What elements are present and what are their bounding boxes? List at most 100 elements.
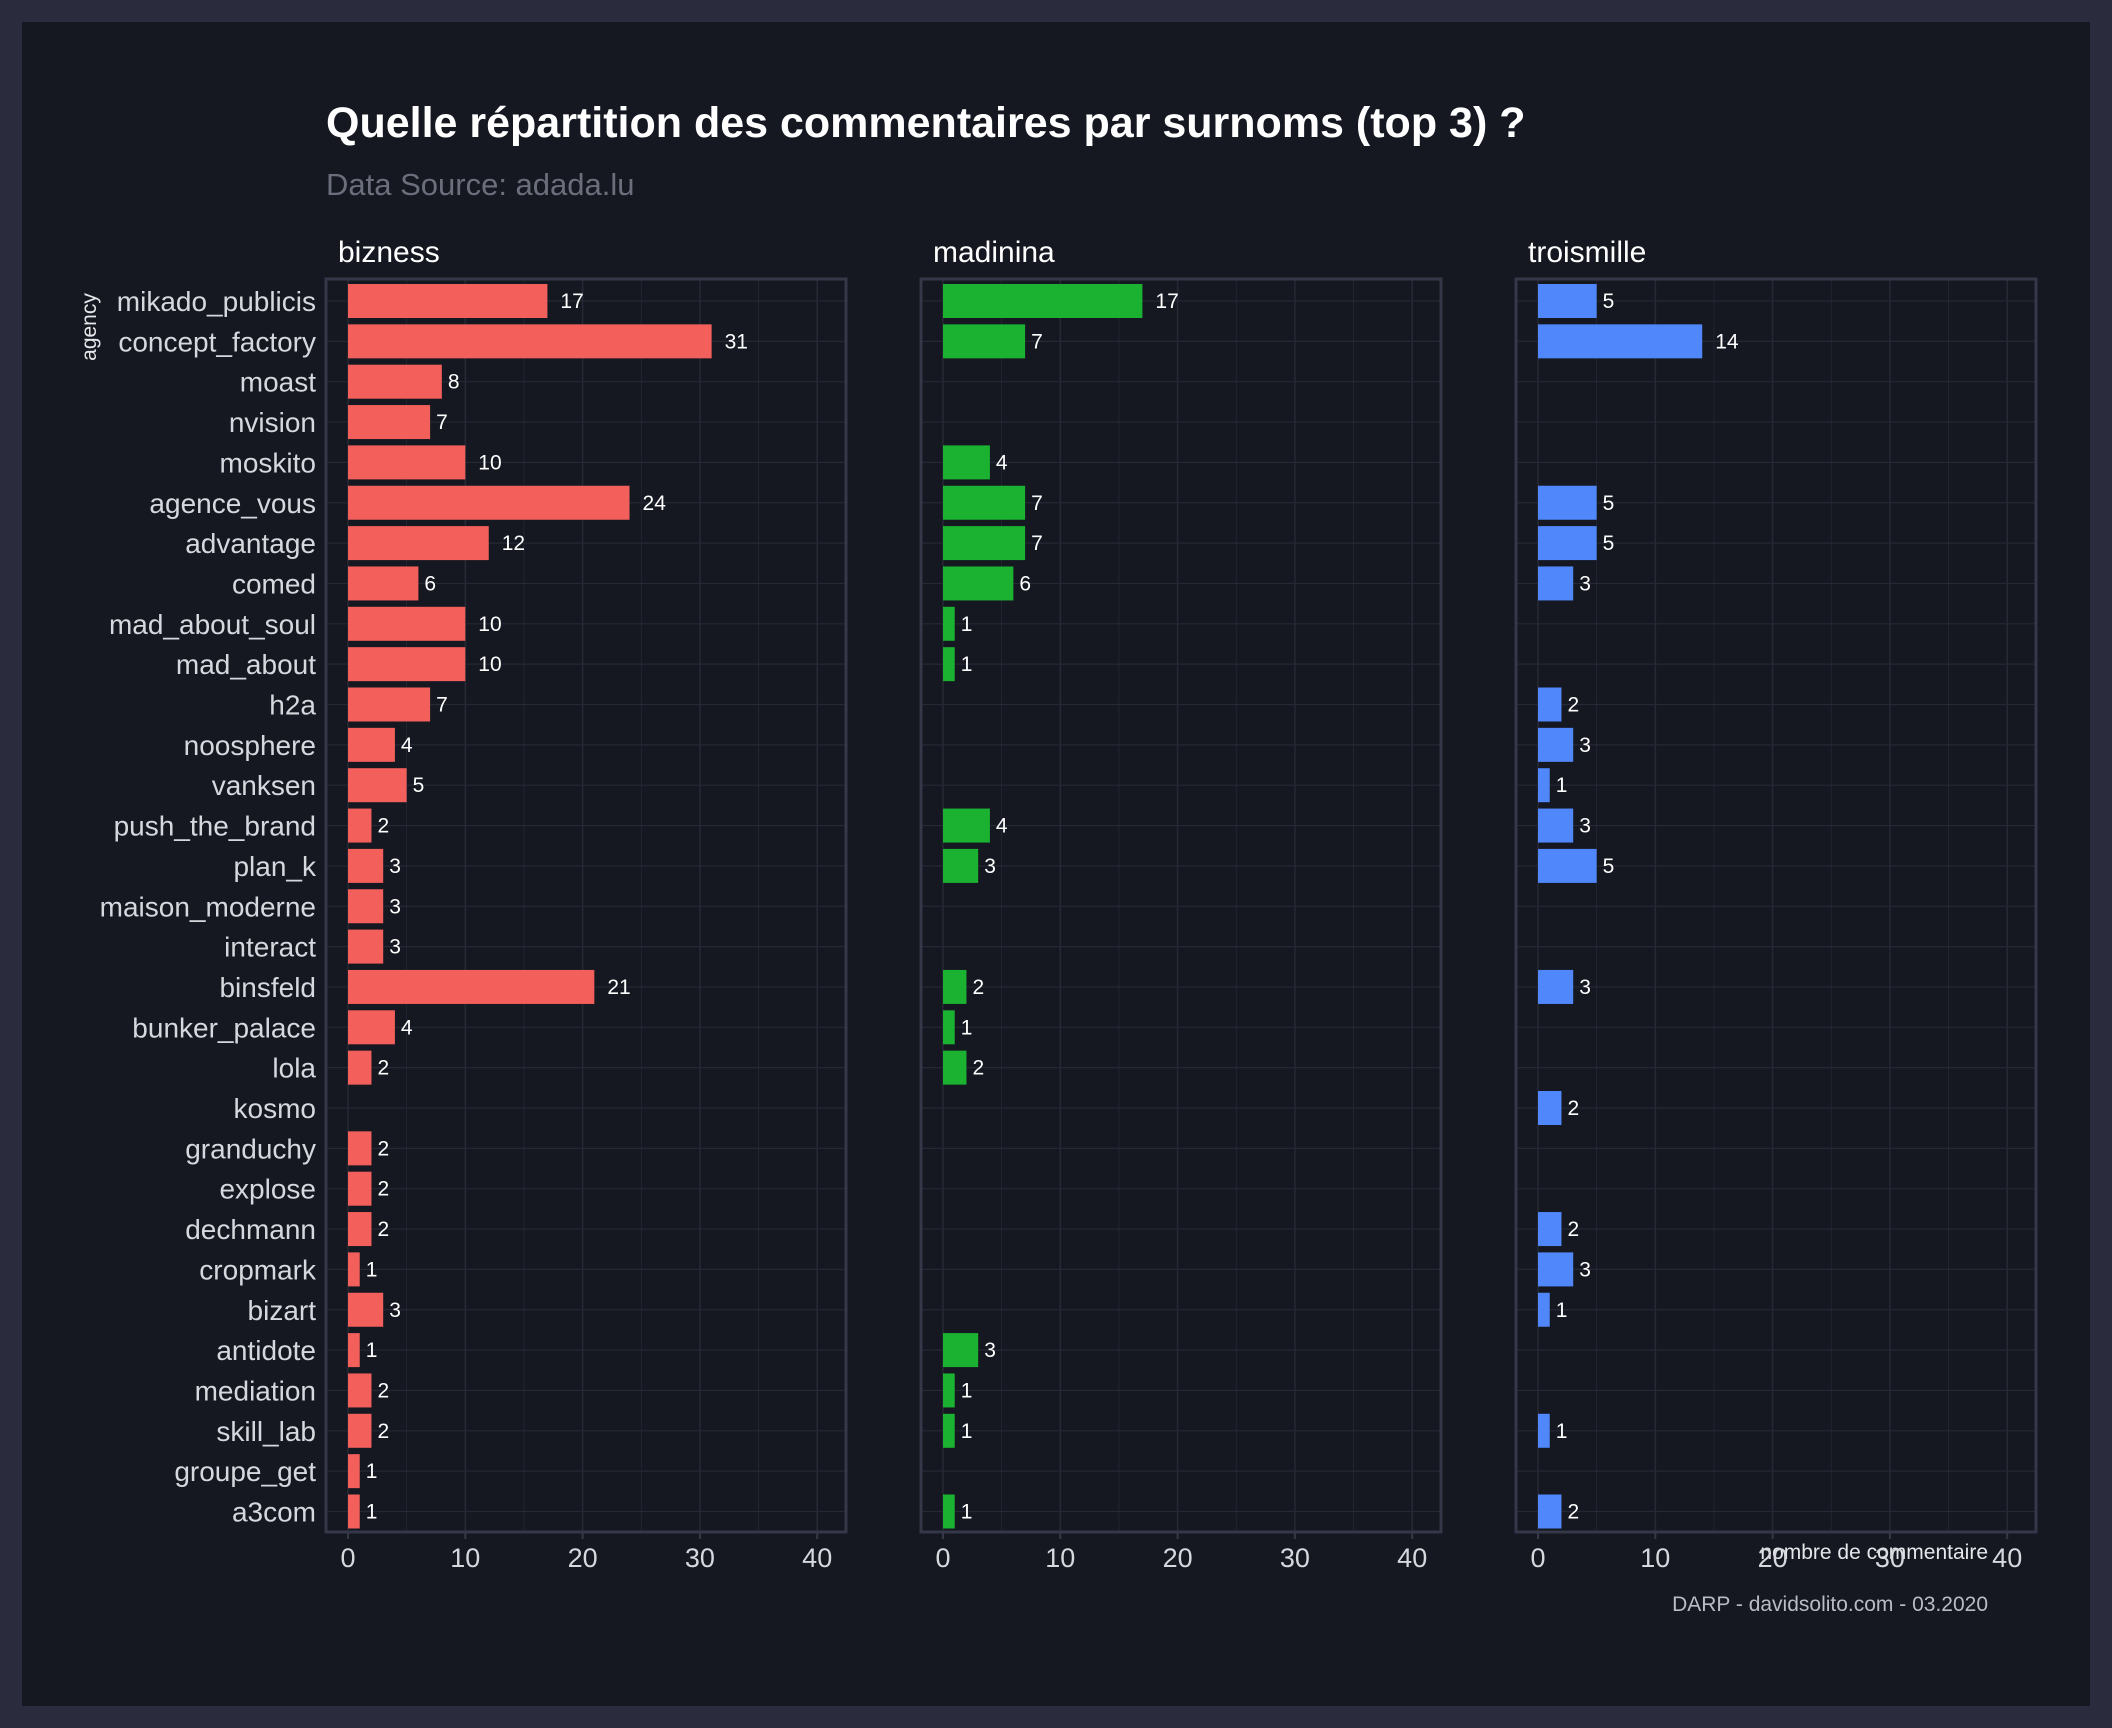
- value-label-bizness-dechmann: 2: [377, 1218, 389, 1241]
- bar-troismille-push_the_brand: [1538, 808, 1574, 843]
- category-label-mikado_publicis: mikado_publicis: [117, 286, 316, 317]
- value-label-madinina-a3com: 1: [961, 1501, 973, 1524]
- bar-bizness-moast: [348, 364, 442, 399]
- category-label-mediation: mediation: [195, 1375, 316, 1406]
- bar-bizness-advantage: [348, 526, 489, 561]
- bar-madinina-lola: [943, 1050, 967, 1085]
- value-label-bizness-push_the_brand: 2: [377, 815, 389, 838]
- value-label-troismille-agence_vous: 5: [1603, 492, 1615, 515]
- bar-bizness-nvision: [348, 405, 431, 440]
- bar-madinina-antidote: [943, 1333, 979, 1368]
- category-label-vanksen: vanksen: [212, 770, 316, 801]
- faceted-bar-chart: Quelle répartition des commentaires par …: [78, 99, 2038, 1616]
- bar-madinina-push_the_brand: [943, 808, 990, 843]
- category-label-interact: interact: [224, 932, 316, 963]
- bar-bizness-comed: [348, 566, 419, 601]
- value-label-bizness-skill_lab: 2: [377, 1420, 389, 1443]
- bar-bizness-cropmark: [348, 1252, 360, 1287]
- bar-madinina-bunker_palace: [943, 1010, 955, 1045]
- bar-bizness-binsfeld: [348, 969, 595, 1004]
- x-tick-label: 20: [1163, 1543, 1193, 1573]
- panel-border-madinina: [919, 277, 1443, 1534]
- chart-title: Quelle répartition des commentaires par …: [326, 99, 1526, 147]
- category-label-dechmann: dechmann: [185, 1214, 316, 1245]
- category-label-push_the_brand: push_the_brand: [114, 811, 316, 842]
- value-label-madinina-lola: 2: [972, 1057, 984, 1080]
- value-label-bizness-antidote: 1: [366, 1339, 378, 1362]
- bar-madinina-mikado_publicis: [943, 284, 1143, 318]
- category-label-explose: explose: [219, 1174, 316, 1205]
- value-label-bizness-cropmark: 1: [366, 1258, 378, 1281]
- bar-bizness-granduchy: [348, 1131, 372, 1166]
- value-label-madinina-agence_vous: 7: [1031, 492, 1043, 515]
- bar-bizness-mikado_publicis: [348, 284, 548, 318]
- value-label-madinina-plan_k: 3: [984, 855, 996, 878]
- bar-madinina-skill_lab: [943, 1413, 955, 1448]
- value-label-bizness-maison_moderne: 3: [389, 895, 401, 918]
- bar-madinina-concept_factory: [943, 324, 1026, 359]
- x-tick-label: 0: [935, 1543, 950, 1573]
- category-label-lola: lola: [272, 1053, 316, 1084]
- bar-troismille-mikado_publicis: [1538, 284, 1597, 318]
- bar-madinina-agence_vous: [943, 485, 1026, 520]
- value-label-troismille-comed: 3: [1579, 572, 1591, 595]
- x-tick-label: 0: [1530, 1543, 1545, 1573]
- value-label-troismille-advantage: 5: [1603, 532, 1615, 555]
- x-tick-label: 40: [1397, 1543, 1427, 1573]
- chart-frame: Quelle répartition des commentaires par …: [22, 22, 2090, 1706]
- value-label-bizness-vanksen: 5: [413, 774, 425, 797]
- value-label-troismille-plan_k: 5: [1603, 855, 1615, 878]
- bar-troismille-bizart: [1538, 1292, 1550, 1327]
- category-label-skill_lab: skill_lab: [216, 1416, 316, 1447]
- bar-bizness-agence_vous: [348, 485, 630, 520]
- bar-madinina-plan_k: [943, 848, 979, 883]
- category-label-bizart: bizart: [248, 1295, 317, 1326]
- value-label-bizness-interact: 3: [389, 936, 401, 959]
- value-label-troismille-kosmo: 2: [1567, 1097, 1579, 1120]
- bar-troismille-h2a: [1538, 687, 1562, 722]
- bar-bizness-lola: [348, 1050, 372, 1085]
- x-tick-label: 0: [340, 1543, 355, 1573]
- bar-troismille-vanksen: [1538, 768, 1550, 803]
- value-label-troismille-concept_factory: 14: [1715, 330, 1739, 353]
- chart-subtitle: Data Source: adada.lu: [326, 167, 635, 202]
- x-tick-label: 20: [1758, 1543, 1788, 1573]
- category-label-comed: comed: [232, 568, 316, 599]
- facet-title-troismille: troismille: [1528, 236, 1646, 269]
- bar-troismille-a3com: [1538, 1494, 1562, 1529]
- value-label-bizness-groupe_get: 1: [366, 1460, 378, 1483]
- category-label-moskito: moskito: [220, 447, 316, 478]
- bar-madinina-mad_about_soul: [943, 606, 955, 641]
- value-label-bizness-moast: 8: [448, 371, 460, 394]
- value-label-troismille-mikado_publicis: 5: [1603, 290, 1615, 313]
- value-label-bizness-mad_about: 10: [478, 653, 501, 676]
- value-label-madinina-binsfeld: 2: [972, 976, 984, 999]
- bar-bizness-h2a: [348, 687, 431, 722]
- bar-bizness-moskito: [348, 445, 466, 480]
- category-label-bunker_palace: bunker_palace: [132, 1012, 316, 1043]
- facet-title-madinina: madinina: [933, 236, 1055, 269]
- value-label-troismille-skill_lab: 1: [1556, 1420, 1568, 1443]
- value-label-bizness-mad_about_soul: 10: [478, 613, 501, 636]
- bar-bizness-concept_factory: [348, 324, 712, 359]
- category-label-noosphere: noosphere: [184, 730, 316, 761]
- value-label-bizness-mikado_publicis: 17: [560, 290, 583, 313]
- value-label-bizness-nvision: 7: [436, 411, 448, 434]
- value-label-bizness-plan_k: 3: [389, 855, 401, 878]
- x-axis-label: nombre de commentaire: [1760, 1541, 1988, 1564]
- x-tick-label: 30: [685, 1543, 715, 1573]
- panel-border-bizness: [324, 277, 848, 1534]
- bar-troismille-agence_vous: [1538, 485, 1597, 520]
- bar-bizness-a3com: [348, 1494, 360, 1529]
- bar-bizness-explose: [348, 1171, 372, 1206]
- bar-bizness-antidote: [348, 1333, 360, 1368]
- value-label-madinina-mediation: 1: [961, 1379, 973, 1402]
- bar-bizness-push_the_brand: [348, 808, 372, 843]
- bar-troismille-advantage: [1538, 526, 1597, 561]
- value-label-bizness-h2a: 7: [436, 694, 448, 717]
- bar-troismille-kosmo: [1538, 1091, 1562, 1125]
- value-label-troismille-h2a: 2: [1567, 694, 1579, 717]
- value-label-bizness-comed: 6: [424, 572, 436, 595]
- category-label-nvision: nvision: [229, 407, 316, 438]
